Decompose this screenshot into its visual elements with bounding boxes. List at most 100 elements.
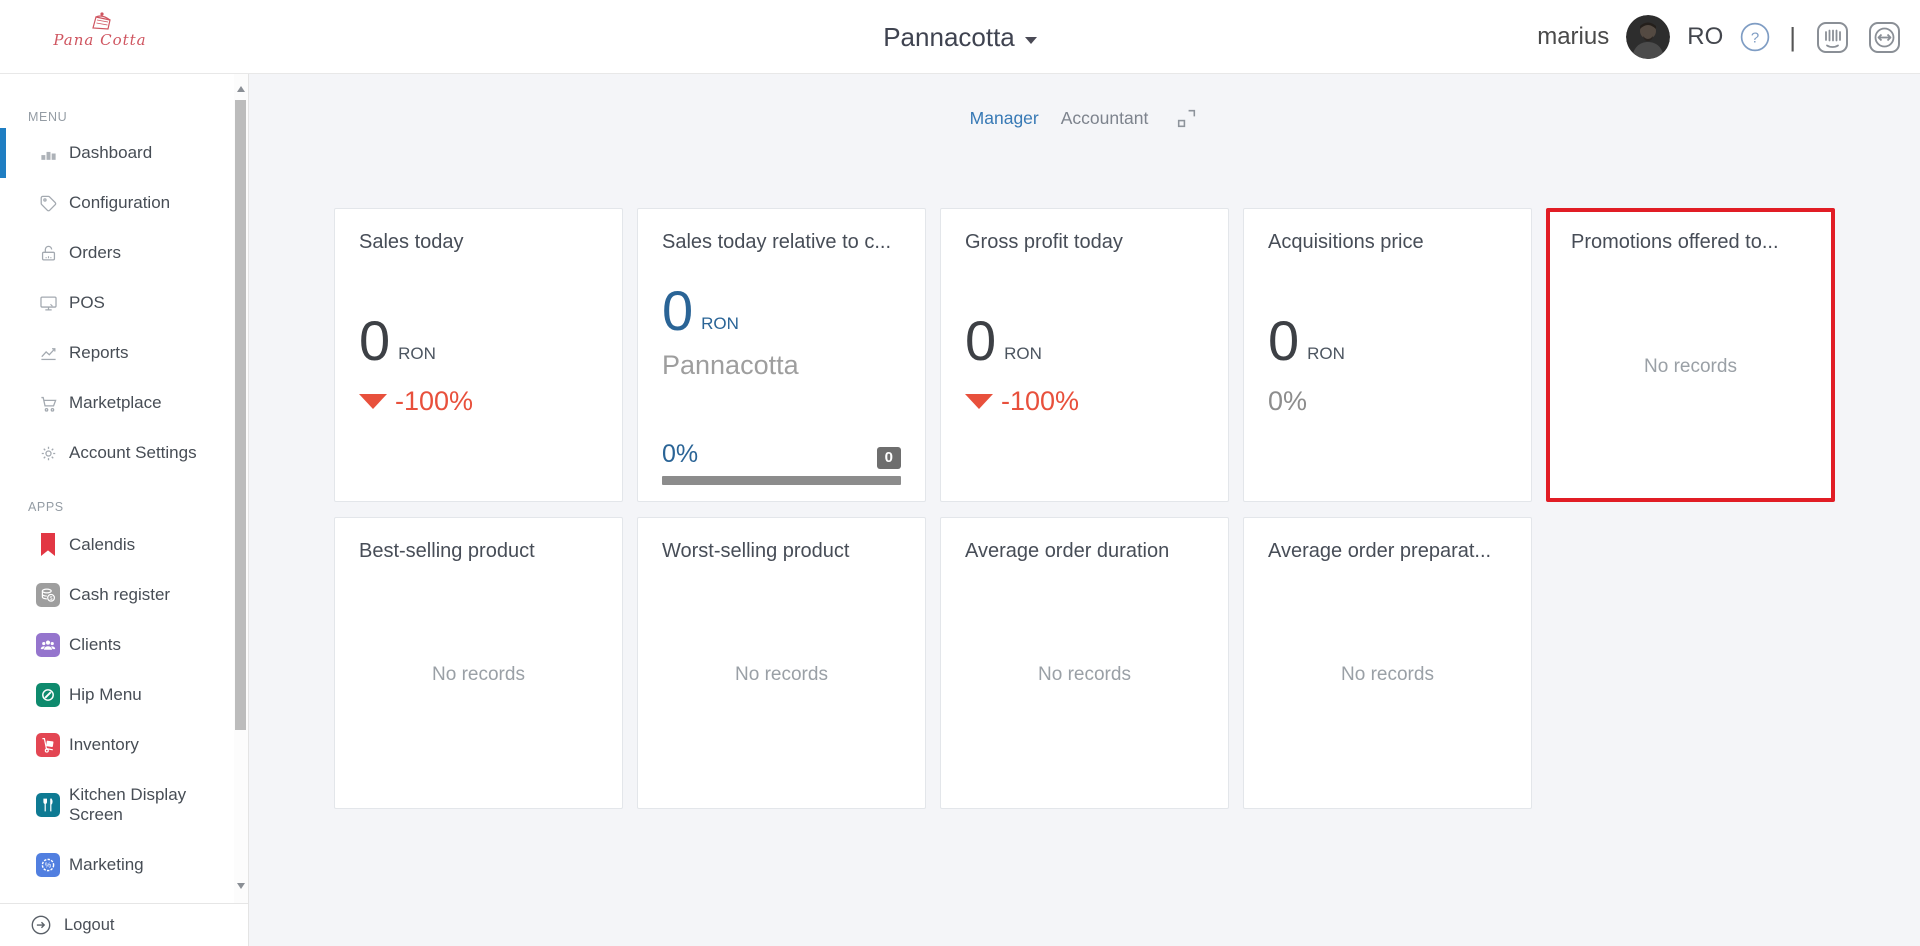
metric-unit: RON — [701, 313, 739, 333]
sidebar-item-label: Clients — [69, 634, 121, 654]
cake-icon — [92, 12, 111, 30]
brand-logo-text: Pana Cotta — [53, 31, 147, 49]
scroll-down-icon[interactable] — [237, 883, 245, 889]
metric-value-row: 0 RON — [662, 279, 901, 342]
gear-icon — [36, 444, 60, 463]
sidebar-item-label: Calendis — [69, 534, 136, 554]
metric-value: 0 — [359, 309, 391, 372]
triangle-down-icon — [359, 393, 387, 409]
no-records-text: No records — [1038, 663, 1131, 685]
metric-delta-row: -100% — [359, 386, 598, 417]
bookmark-icon — [36, 533, 60, 557]
card-acquisitions-price: Acquisitions price 0 RON 0% — [1243, 208, 1532, 502]
metric-unit: RON — [398, 343, 436, 363]
logout-icon — [30, 914, 52, 936]
card-title: Best-selling product — [359, 540, 535, 562]
language-selector[interactable]: RO — [1687, 23, 1724, 50]
sidebar-item-marketing[interactable]: % Marketing — [0, 840, 234, 890]
card-title: Average order preparat... — [1268, 540, 1492, 562]
empty-area: No records — [1571, 254, 1810, 479]
scroll-up-icon[interactable] — [237, 86, 245, 92]
svg-text:$: $ — [50, 596, 53, 602]
tag-icon — [36, 194, 60, 213]
intercom-chat-icon[interactable] — [1815, 20, 1850, 55]
lock-icon — [36, 244, 60, 263]
metric-delta: -100% — [1001, 385, 1080, 416]
logout-label: Logout — [64, 915, 115, 934]
header-right-cluster: marius RO ? | — [1537, 0, 1902, 74]
chevron-down-icon — [1024, 36, 1037, 44]
sidebar-item-orders[interactable]: Orders — [0, 228, 234, 278]
metric-unit: RON — [1307, 343, 1345, 363]
metric-value-row: 0 RON — [965, 309, 1204, 372]
metric-value-row: 0 RON — [359, 309, 598, 372]
sidebar-item-label: Cash register — [69, 584, 171, 604]
sidebar-item-label: Marketing — [69, 854, 144, 874]
no-records-text: No records — [1341, 663, 1434, 685]
card-title: Sales today — [359, 231, 464, 253]
top-header: Pana Cotta Pannacotta marius RO ? — [0, 0, 1920, 74]
sidebar-item-pos[interactable]: POS — [0, 278, 234, 328]
card-title: Average order duration — [965, 540, 1170, 562]
triangle-down-icon — [965, 393, 993, 409]
metric-value: 0 — [1268, 309, 1300, 372]
scrollbar-thumb[interactable] — [235, 100, 246, 730]
percent-badge-icon: % — [36, 853, 60, 877]
sidebar-item-clients[interactable]: Clients — [0, 620, 234, 670]
empty-area: No records — [359, 563, 598, 786]
metric-value: 0 — [662, 279, 694, 342]
sidebar-item-marketplace[interactable]: Marketplace — [0, 378, 234, 428]
tab-manager[interactable]: Manager — [969, 107, 1039, 128]
sidebar-item-hip-menu[interactable]: Hip Menu — [0, 670, 234, 720]
progress-labels: 0% 0 — [662, 440, 901, 469]
sidebar-item-configuration[interactable]: Configuration — [0, 178, 234, 228]
cutlery-icon — [36, 793, 60, 817]
help-icon[interactable]: ? — [1740, 22, 1770, 52]
menu-section-label: MENU — [28, 110, 68, 124]
bar-chart-icon — [36, 144, 60, 163]
sidebar-item-calendis[interactable]: Calendis — [0, 520, 234, 570]
card-title: Acquisitions price — [1268, 231, 1424, 253]
metric-value-row: 0 RON — [1268, 309, 1507, 372]
fullwidth-toggle-icon[interactable] — [1867, 20, 1902, 55]
cart-icon — [36, 394, 60, 413]
sidebar-item-label: Reports — [69, 342, 129, 362]
sidebar-item-label: Dashboard — [69, 142, 153, 162]
sidebar-item-kitchen-display-screen[interactable]: Kitchen Display Screen — [0, 770, 234, 840]
location-dropdown[interactable]: Pannacotta — [0, 0, 1920, 74]
sidebar-item-label: Account Settings — [69, 442, 197, 462]
card-promotions-offered: Promotions offered to... No records — [1546, 208, 1835, 502]
sidebar-item-dashboard[interactable]: Dashboard — [0, 128, 234, 178]
sidebar-scrollbar[interactable] — [234, 74, 248, 903]
expand-widgets-icon[interactable] — [1174, 106, 1199, 131]
metric-delta-row: -100% — [965, 386, 1204, 417]
tab-accountant[interactable]: Accountant — [1060, 107, 1149, 128]
sidebar-item-label: Inventory — [69, 734, 139, 754]
svg-text:?: ? — [1751, 30, 1759, 47]
card-avg-order-preparation: Average order preparat... No records — [1243, 517, 1532, 809]
coins-icon: $ — [36, 583, 60, 607]
card-gross-profit: Gross profit today 0 RON -100% — [940, 208, 1229, 502]
metric-value: 0 — [965, 309, 997, 372]
progress-percent: 0% — [662, 440, 699, 468]
empty-area: No records — [1268, 563, 1507, 786]
card-worst-selling: Worst-selling product No records — [637, 517, 926, 809]
empty-area: No records — [965, 563, 1204, 786]
card-title: Promotions offered to... — [1571, 231, 1779, 253]
progress-bar — [662, 476, 901, 485]
location-dropdown-label: Pannacotta — [883, 21, 1015, 52]
sidebar: MENU Dashboard Configuration Orders POS — [0, 74, 249, 946]
sidebar-item-cash-register[interactable]: $ Cash register — [0, 570, 234, 620]
brand-logo[interactable]: Pana Cotta — [40, 10, 160, 50]
metric-delta: -100% — [395, 385, 474, 416]
card-sales-today: Sales today 0 RON -100% — [334, 208, 623, 502]
sidebar-item-label: Kitchen Display Screen — [69, 784, 187, 824]
sidebar-item-account-settings[interactable]: Account Settings — [0, 428, 234, 478]
location-name: Pannacotta — [662, 349, 799, 380]
sidebar-item-reports[interactable]: Reports — [0, 328, 234, 378]
sidebar-item-label: Configuration — [69, 192, 171, 212]
logout-button[interactable]: Logout — [0, 903, 248, 946]
sidebar-item-inventory[interactable]: Inventory — [0, 720, 234, 770]
avatar[interactable] — [1626, 15, 1671, 59]
progress-badge: 0 — [876, 446, 901, 469]
